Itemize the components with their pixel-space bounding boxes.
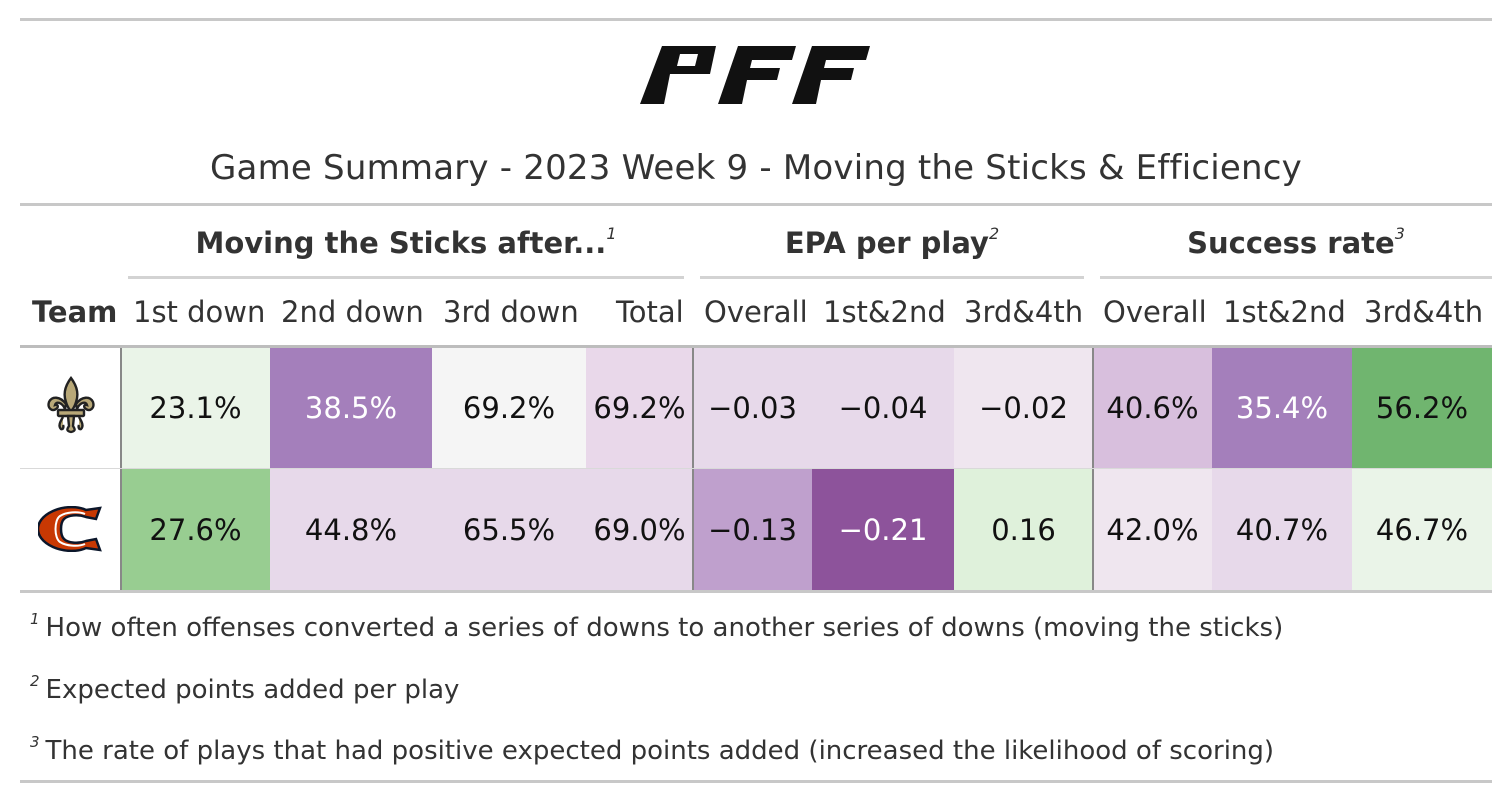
- footnote-mark: 1: [30, 610, 40, 628]
- spanner-moving-sticks: Moving the Sticks after...1: [128, 224, 684, 260]
- saints-fleur-de-lis-icon: [47, 376, 95, 434]
- cell-2nd-down: 38.5%: [270, 348, 432, 468]
- footnote-mark: 3: [1394, 224, 1405, 243]
- col-header-team: Team: [32, 295, 118, 329]
- pff-logo: [640, 46, 870, 104]
- cell-epa-overall: −0.03: [693, 348, 812, 468]
- header-bottom-rule: [20, 345, 1492, 348]
- cell-sr-1st-2nd: 35.4%: [1212, 348, 1352, 468]
- col-header-epa-1st-2nd: 1st&2nd: [823, 295, 946, 329]
- spanner-underline: [128, 276, 684, 279]
- cell-1st-down: 27.6%: [121, 469, 270, 590]
- col-header-total: Total: [616, 295, 684, 329]
- cell-epa-3rd-4th: −0.02: [954, 348, 1093, 468]
- cell-sr-3rd-4th: 56.2%: [1352, 348, 1492, 468]
- footnote-text: How often offenses converted a series of…: [45, 613, 1284, 643]
- cell-sr-1st-2nd: 40.7%: [1212, 469, 1352, 590]
- spanner-success-rate: Success rate3: [1100, 224, 1492, 260]
- cell-sr-3rd-4th: 46.7%: [1352, 469, 1492, 590]
- spanner-epa: EPA per play2: [700, 224, 1084, 260]
- spanner-label: EPA per play: [784, 226, 989, 260]
- footnote-1: 1 How often offenses converted a series o…: [30, 610, 1283, 643]
- cell-sr-overall: 40.6%: [1093, 348, 1212, 468]
- cell-epa-3rd-4th: 0.16: [954, 469, 1093, 590]
- spanner-underline: [1100, 276, 1492, 279]
- body-bottom-rule: [20, 590, 1492, 593]
- cell-total: 69.0%: [586, 469, 693, 590]
- cell-3rd-down: 65.5%: [432, 469, 586, 590]
- footnote-mark: 3: [30, 733, 40, 751]
- bottom-rule: [20, 780, 1492, 783]
- cell-2nd-down: 44.8%: [270, 469, 432, 590]
- cell-epa-1st-2nd: −0.04: [812, 348, 954, 468]
- cell-total: 69.2%: [586, 348, 693, 468]
- footnote-mark: 2: [988, 224, 1000, 243]
- column-group-divider: [692, 348, 694, 590]
- col-header-sr-1st-2nd: 1st&2nd: [1223, 295, 1346, 329]
- footnote-mark: 1: [606, 224, 617, 243]
- column-group-divider: [1092, 348, 1094, 590]
- cell-3rd-down: 69.2%: [432, 348, 586, 468]
- col-header-epa-overall: Overall: [704, 295, 808, 329]
- footnote-3: 3 The rate of plays that had positive exp…: [30, 733, 1274, 766]
- page-title: Game Summary - 2023 Week 9 - Moving the …: [210, 148, 1302, 188]
- cell-sr-overall: 42.0%: [1093, 469, 1212, 590]
- row-divider: [20, 468, 1492, 469]
- footnote-2: 2 Expected points added per play: [30, 672, 459, 705]
- footnote-mark: 2: [30, 672, 40, 690]
- col-header-3rd-down: 3rd down: [443, 295, 579, 329]
- col-header-epa-3rd-4th: 3rd&4th: [964, 295, 1084, 329]
- spanner-underline: [700, 276, 1084, 279]
- spanner-label: Success rate: [1187, 226, 1395, 260]
- footnote-text: The rate of plays that had positive expe…: [45, 736, 1275, 766]
- footnote-text: Expected points added per play: [45, 675, 460, 705]
- col-header-2nd-down: 2nd down: [281, 295, 424, 329]
- col-header-sr-overall: Overall: [1103, 295, 1207, 329]
- cell-epa-overall: −0.13: [693, 469, 812, 590]
- title-rule: [20, 203, 1492, 206]
- cell-epa-1st-2nd: −0.21: [812, 469, 954, 590]
- col-header-sr-3rd-4th: 3rd&4th: [1364, 295, 1484, 329]
- cell-1st-down: 23.1%: [121, 348, 270, 468]
- bears-c-logo-icon: [38, 506, 102, 552]
- col-header-1st-down: 1st down: [133, 295, 266, 329]
- spanner-label: Moving the Sticks after...: [195, 226, 607, 260]
- top-rule: [20, 18, 1492, 21]
- column-group-divider: [120, 348, 122, 590]
